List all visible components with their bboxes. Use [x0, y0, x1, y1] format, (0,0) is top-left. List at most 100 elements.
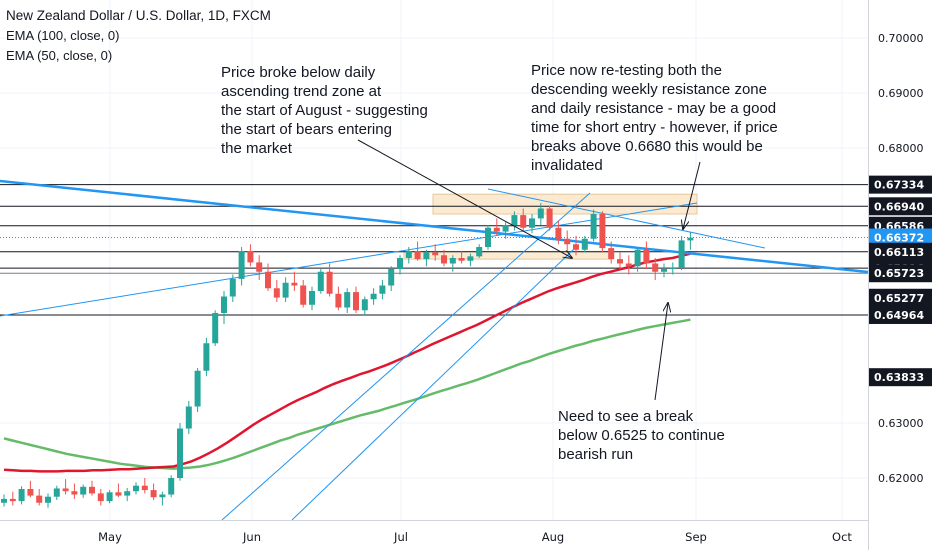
price-label-box — [869, 288, 932, 307]
candle-body — [687, 237, 694, 241]
chart-legend: New Zealand Dollar / U.S. Dollar, 1D, FX… — [6, 6, 271, 66]
time-axis-bg — [0, 520, 868, 550]
candle-body — [388, 269, 395, 286]
candle-body — [124, 491, 131, 496]
candle-body — [335, 293, 342, 308]
price-label-text: 0.63833 — [874, 371, 924, 384]
candle-body — [194, 370, 201, 407]
candle-body — [80, 486, 87, 495]
candle-body — [89, 486, 95, 494]
candle-body — [537, 208, 544, 219]
month-label: Aug — [542, 530, 564, 544]
candle-body — [97, 493, 104, 502]
price-label-box — [869, 305, 932, 324]
candle-body — [291, 282, 298, 286]
candle-body — [62, 488, 69, 492]
price-label-box — [869, 264, 932, 283]
price-label-text: 0.64964 — [874, 309, 924, 322]
candle-body — [617, 259, 623, 264]
candle-body — [678, 240, 685, 268]
candle-body — [18, 489, 25, 502]
candle-body — [564, 238, 571, 245]
price-label-box — [869, 242, 932, 261]
indicator-ema-50[interactable]: EMA (50, close, 0) — [6, 48, 113, 63]
ema-50-line — [3, 252, 691, 473]
candle-body — [203, 343, 210, 371]
candle-body — [414, 251, 421, 260]
candle-body — [141, 485, 148, 491]
candle-body — [133, 485, 139, 492]
candle-body — [449, 258, 456, 264]
price-label-box — [869, 368, 932, 387]
candle-body — [634, 249, 641, 267]
candle-body — [185, 406, 192, 429]
candle-body — [177, 428, 183, 478]
annotation-breakdown: Price broke below daily ascending trend … — [221, 64, 428, 157]
candle-body — [53, 488, 60, 497]
weekly-descending-trendline — [0, 179, 869, 274]
candle-body — [493, 227, 500, 232]
candle-body — [221, 296, 227, 313]
candle-body — [397, 258, 403, 269]
price-label-box — [869, 197, 932, 216]
time-axis[interactable]: May Jun Jul Aug Sep Oct — [0, 520, 868, 550]
candle-body — [27, 489, 34, 496]
candle-body — [282, 282, 289, 298]
candle-body — [511, 215, 518, 225]
candle-body — [599, 214, 606, 249]
ema-100-line — [3, 318, 691, 470]
candle-body — [581, 238, 588, 250]
candle-body — [106, 492, 113, 502]
month-label: Jun — [242, 530, 261, 544]
candle-body — [476, 247, 483, 257]
grid — [0, 0, 868, 520]
ascending-channel-lower — [291, 247, 576, 521]
candle-body — [238, 251, 245, 279]
month-label: Jul — [393, 530, 408, 544]
trendlines — [0, 179, 869, 521]
candles — [1, 203, 694, 508]
resistance-zones — [403, 193, 698, 260]
candle-body — [467, 256, 474, 261]
candle-body — [458, 258, 465, 261]
candle-body — [115, 492, 122, 496]
ema-lines — [3, 252, 691, 473]
candle-body — [71, 491, 78, 495]
annotation-retest: Price now re-testing both the descending… — [531, 62, 778, 174]
candle-body — [520, 215, 527, 228]
price-tick-label: 0.69000 — [878, 87, 924, 100]
price-label-box — [869, 175, 932, 194]
month-label: Oct — [832, 530, 852, 544]
candle-body — [370, 293, 377, 300]
candle-body — [9, 498, 16, 502]
candle-body — [555, 227, 562, 239]
candle-body — [273, 288, 280, 298]
annotation-arrows — [357, 139, 701, 401]
candle-body — [45, 496, 51, 503]
price-label-text: 0.66372 — [874, 232, 924, 245]
candle-body — [326, 271, 333, 294]
indicator-ema-100[interactable]: EMA (100, close, 0) — [6, 28, 120, 43]
candle-body — [529, 218, 535, 228]
arrow-to-target — [654, 303, 668, 401]
candle-body — [608, 248, 615, 260]
candle-body — [256, 262, 263, 272]
price-axis[interactable]: 0.62000 0.63000 0.68000 0.69000 0.70000 0.673… — [868, 0, 932, 550]
price-tick-label: 0.62000 — [878, 472, 924, 485]
candle-body — [159, 494, 166, 498]
price-label-text: 0.67334 — [874, 179, 924, 192]
ascending-channel-upper — [221, 192, 591, 521]
weekly-resistance-zone — [432, 193, 698, 215]
candle-body — [669, 267, 676, 269]
price-tick-label: 0.68000 — [878, 142, 924, 155]
candle-body — [1, 498, 7, 503]
candle-body — [546, 208, 553, 228]
candle-body — [168, 478, 175, 495]
candle-body — [441, 255, 447, 264]
candle-body — [247, 251, 254, 263]
daily-descending-trendline — [487, 188, 766, 249]
candle-body — [36, 495, 43, 503]
candle-body — [150, 490, 157, 498]
symbol-title[interactable]: New Zealand Dollar / U.S. Dollar, 1D, FX… — [6, 8, 271, 23]
